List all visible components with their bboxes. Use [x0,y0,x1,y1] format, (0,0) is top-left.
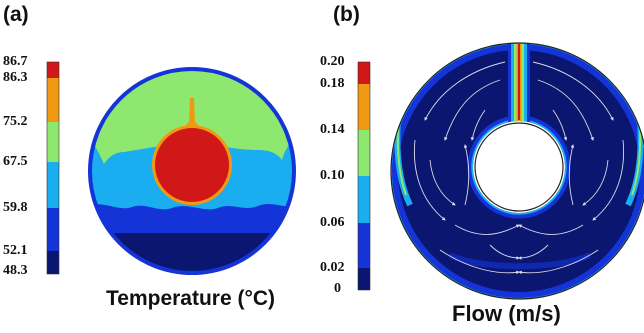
colorbar-a-tick: 48.3 [3,263,28,278]
colorbar-a-tick: 75.2 [3,114,28,129]
colorbar-b-tick: 0.18 [320,76,345,91]
colorbar-b-band-4 [358,176,370,223]
colorbar-b-tick: 0.06 [320,215,345,230]
colorbar-a-tick: 86.7 [3,54,28,69]
colorbar-flow [357,61,371,291]
colorbar-b-tick: 0.10 [320,168,345,183]
colorbar-a-tick: 59.8 [3,200,28,215]
colorbar-b-band-5 [358,223,370,268]
colorbar-a-band-4 [47,162,59,208]
colorbar-a-band-2 [47,78,59,122]
colorbar-b-tick: 0 [334,281,341,296]
colorbar-a-band-5 [47,208,59,251]
colorbar-a-tick: 52.1 [3,243,28,258]
flow-caption: Flow (m/s) [452,301,561,326]
inner-cylinder [474,122,564,212]
panel-a-label: (a) [3,3,29,26]
flow-map [390,42,644,300]
panel-b-label: (b) [333,3,360,26]
colorbar-a-band-6 [47,251,59,274]
colorbar-temperature [46,61,60,275]
colorbar-b-band-6 [358,268,370,290]
colorbar-b-tick: 0.14 [320,122,345,137]
colorbar-a-band-1 [47,62,59,78]
colorbar-a-band-3 [47,122,59,162]
colorbar-a-tick: 86.3 [3,70,28,85]
colorbar-b-band-1 [358,62,370,84]
temperature-map [88,67,296,275]
colorbar-a-tick: 67.5 [3,154,28,169]
colorbar-b-tick: 0.02 [320,260,345,275]
colorbar-b-tick: 0.20 [320,54,345,69]
colorbar-b-band-3 [358,130,370,176]
temperature-caption: Temperature (°C) [106,287,276,310]
colorbar-b-band-2 [358,84,370,130]
